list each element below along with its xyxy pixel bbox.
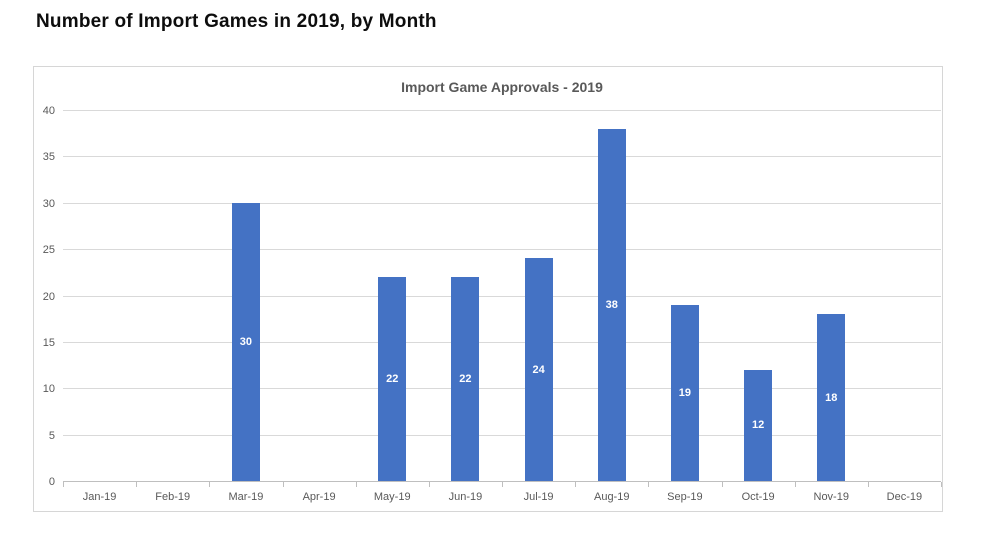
gridline	[63, 202, 941, 204]
x-axis-line	[63, 481, 941, 482]
bar-data-label: 38	[605, 298, 618, 311]
bar-jul-19: 24	[524, 258, 553, 481]
gridline	[63, 156, 941, 158]
gridline	[63, 434, 941, 436]
x-axis-tick-mark	[794, 482, 796, 487]
x-axis-category-label: May-19	[373, 491, 411, 503]
x-axis-tick-mark	[63, 482, 64, 487]
bar-data-label: 22	[386, 372, 399, 385]
y-axis-tick-label: 20	[42, 290, 55, 303]
x-axis-category-label: Dec-19	[886, 491, 923, 503]
bar-data-label: 12	[751, 419, 765, 432]
category-slice: Jan-19	[63, 111, 136, 503]
y-axis-tick-label: 15	[42, 336, 55, 349]
y-axis-tick-label: 0	[48, 476, 55, 488]
gridline	[63, 110, 941, 111]
x-axis-tick-mark	[648, 482, 650, 487]
x-axis-category-label: Sep-19	[667, 491, 703, 503]
bar-data-label: 19	[678, 386, 692, 399]
category-slice: 30 Mar-19	[209, 111, 282, 503]
bar-data-label: 22	[459, 372, 472, 385]
x-axis-category-label: Mar-19	[228, 491, 264, 503]
bar-oct-19: 12	[744, 369, 773, 481]
category-slice: 24 Jul-19	[502, 111, 575, 503]
x-axis-tick-mark	[282, 482, 284, 487]
x-axis-category-label: Jul-19	[523, 491, 554, 503]
category-slice: 22 Jun-19	[429, 111, 502, 503]
x-axis-category-label: Apr-19	[302, 491, 336, 503]
x-axis-tick-mark	[941, 482, 942, 487]
bar-jun-19: 22	[451, 276, 480, 481]
x-axis-category-label: Aug-19	[593, 491, 630, 503]
gridline	[63, 295, 941, 297]
x-axis-tick-mark	[867, 482, 869, 487]
gridline	[63, 388, 941, 390]
y-axis-tick-label: 35	[42, 151, 55, 164]
bar-data-label: 18	[825, 391, 838, 404]
bar-aug-19: 38	[597, 128, 626, 481]
gridline	[63, 249, 941, 251]
x-axis-tick-mark	[209, 482, 211, 487]
plot-area: 0 5 10 15 20 25 30 35 40 Jan-19 Feb-19 30 Mar-19 Apr-…	[43, 105, 942, 503]
category-slice: Apr-19	[283, 111, 356, 503]
x-axis-category-label: Nov-19	[813, 491, 849, 503]
gridline	[63, 341, 941, 343]
category-slice: 18 Nov-19	[795, 111, 868, 503]
bar-data-label: 30	[239, 335, 253, 348]
x-axis-tick-mark	[575, 482, 577, 487]
bar-may-19: 22	[378, 276, 407, 481]
y-axis-tick-label: 25	[42, 244, 55, 257]
bar-sep-19: 19	[670, 304, 699, 481]
x-axis-category-label: Feb-19	[155, 491, 191, 503]
y-axis-tick-label: 30	[42, 197, 55, 210]
x-axis-tick-mark	[136, 482, 138, 487]
x-axis-category-label: Jan-19	[82, 491, 117, 503]
y-axis-tick-label: 40	[42, 105, 55, 117]
category-slice: 12 Oct-19	[722, 111, 795, 503]
bar-nov-19: 18	[817, 314, 846, 481]
x-axis-tick-mark	[355, 482, 357, 487]
page-title: Number of Import Games in 2019, by Month	[36, 11, 437, 32]
category-slice: Feb-19	[136, 111, 209, 503]
x-axis-category-label: Oct-19	[741, 491, 775, 503]
x-axis-tick-mark	[428, 482, 430, 487]
category-slice: 38 Aug-19	[575, 111, 648, 503]
x-axis-tick-mark	[502, 482, 503, 487]
category-slice: Dec-19	[868, 111, 941, 503]
x-axis-tick-mark	[721, 482, 723, 487]
x-axis-category-label: Jun-19	[448, 491, 483, 503]
y-axis-tick-label: 5	[48, 429, 55, 442]
bar-data-label: 24	[532, 363, 545, 376]
chart-card: Import Game Approvals - 2019 0 5 10 15 20 25 3…	[33, 66, 943, 512]
chart-title: Import Game Approvals - 2019	[401, 79, 603, 95]
category-slice: 22 May-19	[356, 111, 429, 503]
category-slice: 19 Sep-19	[648, 111, 721, 503]
y-axis-tick-label: 10	[42, 383, 55, 396]
bar-mar-19: 30	[231, 202, 260, 481]
